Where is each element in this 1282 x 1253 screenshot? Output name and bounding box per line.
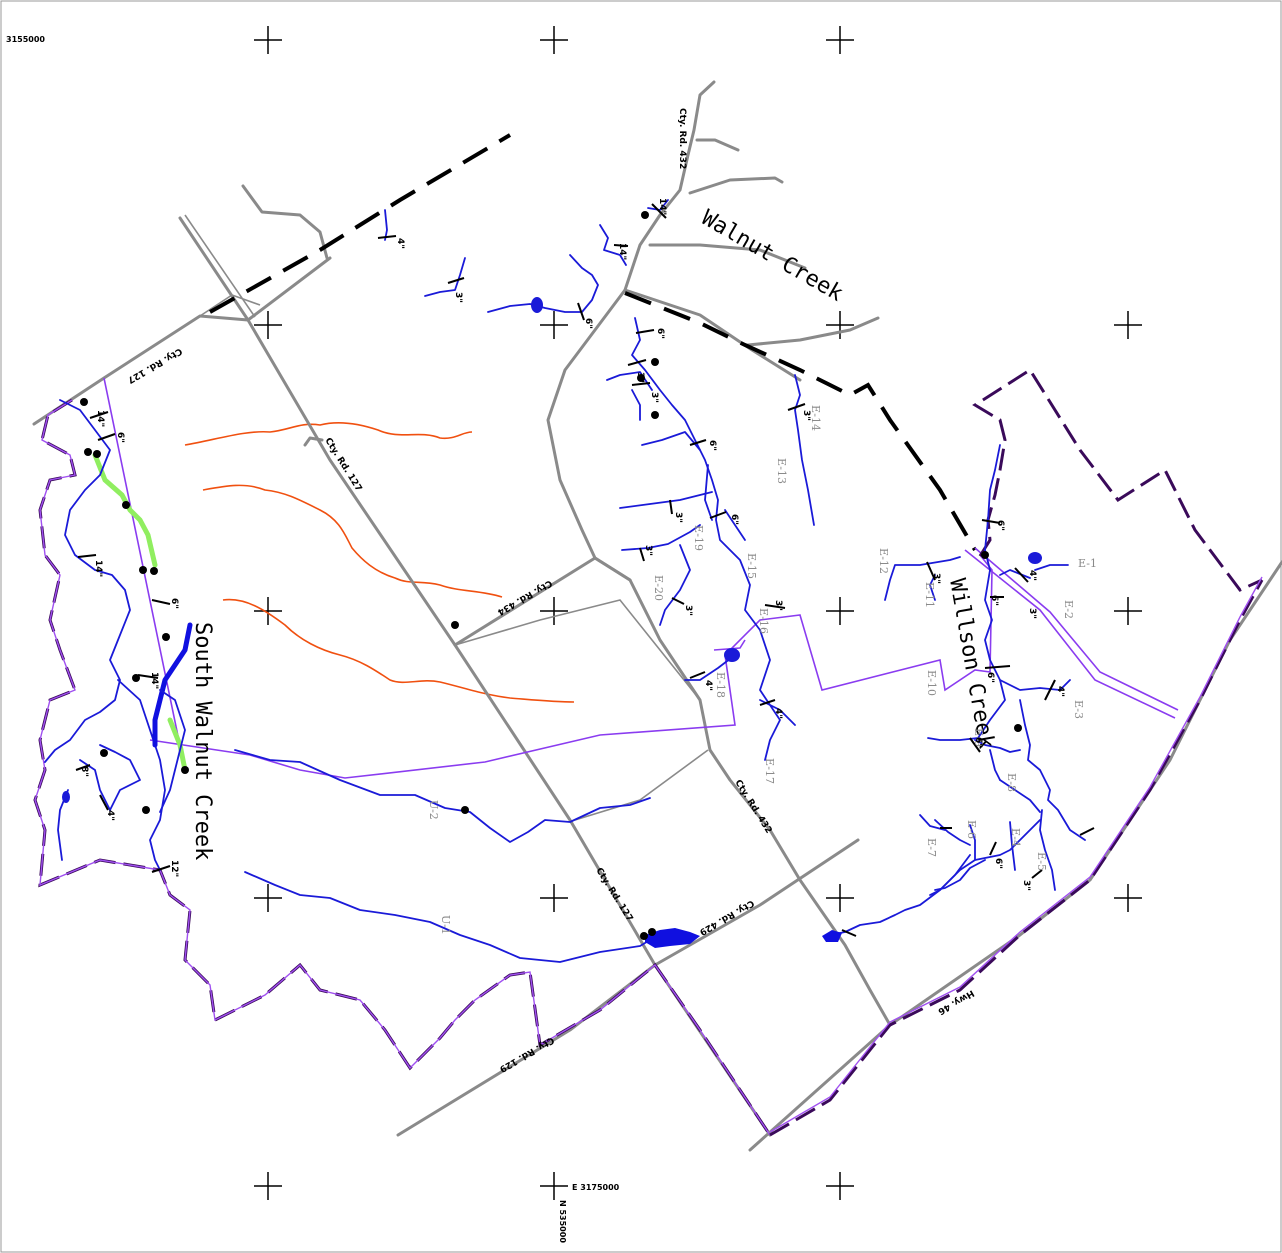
road-label-127-south: Cty. Rd. 127 (593, 866, 634, 923)
reach-label-e13: E-13 (775, 458, 788, 484)
svg-text:4": 4" (395, 238, 405, 249)
svg-text:3": 3" (801, 410, 811, 421)
svg-text:12": 12" (169, 860, 179, 877)
road-label-432-south: Cty. Rd. 432 (732, 778, 773, 835)
dashed-boundary-east (624, 291, 977, 552)
pipe-size-labels: 14" 6" 14" 6" 14" 8" 4" 12" 4" 3" 6" 14"… (79, 198, 1065, 891)
purple-lines (103, 377, 1179, 779)
svg-text:4": 4" (773, 708, 783, 719)
roads (32, 80, 1282, 1152)
dashed-boundary-north (209, 133, 512, 314)
reach-label-e12: E-12 (877, 548, 890, 574)
svg-text:14": 14" (657, 198, 667, 215)
reach-label-e6: E-6 (965, 820, 978, 839)
reach-label-e20: E-20 (652, 575, 665, 601)
svg-text:4": 4" (105, 810, 115, 821)
reach-label-e18: E-18 (714, 672, 727, 698)
svg-text:8": 8" (79, 766, 89, 777)
reach-label-u1: U-1 (439, 915, 452, 935)
walnut-creek-name: Walnut Creek (697, 206, 847, 307)
road-label-129: Cty. Rd. 129 (497, 1034, 555, 1073)
svg-text:6": 6" (995, 520, 1005, 531)
watershed-boundary-east (972, 367, 1263, 592)
reach-label-e2: E-2 (1062, 600, 1075, 619)
svg-text:4": 4" (1027, 570, 1037, 581)
reach-label-e19: E-19 (692, 525, 705, 551)
reach-label-u2: U-2 (427, 800, 440, 820)
pipe-ticks (75, 203, 1095, 937)
watershed-boundary-west (33, 398, 772, 1136)
svg-text:3": 3" (931, 573, 941, 584)
svg-text:4": 4" (703, 680, 713, 691)
road-label-127-center: Cty. Rd. 127 (322, 436, 363, 493)
reach-label-e7: E-7 (925, 838, 938, 857)
svg-text:6": 6" (655, 328, 665, 339)
svg-text:3": 3" (453, 292, 463, 303)
svg-text:14": 14" (617, 243, 627, 260)
northing-label: N 535000 (558, 1200, 567, 1243)
svg-text:6": 6" (989, 595, 999, 606)
reach-label-e8: E-8 (1005, 773, 1018, 792)
streams (44, 199, 1086, 963)
road-label-429: Cty. Rd. 429 (697, 897, 755, 936)
svg-text:3": 3" (1027, 608, 1037, 619)
svg-text:6": 6" (993, 858, 1003, 869)
reach-label-e5: E-5 (1035, 852, 1048, 871)
reach-label-e1: E-1 (1078, 557, 1097, 570)
svg-text:6": 6" (985, 672, 995, 683)
svg-text:3": 3" (1021, 880, 1031, 891)
reach-label-e4: E-4 (1009, 828, 1022, 847)
svg-text:3": 3" (643, 545, 653, 556)
reach-label-e11: E-11 (923, 582, 936, 608)
svg-text:14": 14" (149, 672, 159, 689)
reach-label-e16: E-16 (757, 608, 770, 634)
svg-text:3": 3" (683, 605, 693, 616)
road-label-127-north: Cty. Rd. 127 (125, 345, 183, 384)
reach-label-e10: E-10 (925, 670, 938, 696)
svg-text:3": 3" (649, 392, 659, 403)
svg-text:6": 6" (707, 440, 717, 451)
watershed-boundary-south-east-line (769, 576, 1263, 1133)
road-label-hwy46: Hwy. 46 (936, 987, 976, 1016)
svg-text:6": 6" (729, 514, 739, 525)
green-trail-south (167, 717, 188, 773)
control-points (80, 211, 1022, 940)
reach-label-e3: E-3 (1072, 700, 1085, 719)
svg-text:3": 3" (773, 600, 783, 611)
reach-label-e17: E-17 (763, 758, 776, 784)
svg-text:14": 14" (93, 560, 103, 577)
svg-text:6": 6" (973, 737, 983, 748)
svg-text:6": 6" (583, 318, 593, 329)
contour-lines (184, 422, 575, 703)
green-trail (92, 452, 158, 568)
reach-label-e15: E-15 (745, 553, 758, 579)
reach-label-e14: E-14 (809, 405, 822, 431)
grid-crosses (254, 26, 1142, 1200)
corner-coordinate: 3155000 (6, 35, 45, 44)
svg-text:4": 4" (1055, 686, 1065, 697)
road-label-432-north: Cty. Rd. 432 (677, 108, 687, 169)
svg-text:6": 6" (169, 598, 179, 609)
south-walnut-creek-name: South Walnut Creek (190, 622, 215, 860)
reach-label-e9: E-9 (972, 728, 985, 747)
easting-label: E 3175000 (572, 1183, 620, 1192)
svg-text:3": 3" (673, 512, 683, 523)
svg-text:6": 6" (115, 432, 125, 443)
watershed-boundary-west-line (34, 399, 771, 1136)
watershed-boundary-south-east (769, 579, 1264, 1137)
svg-text:3": 3" (635, 372, 645, 383)
ponds (62, 297, 1042, 948)
svg-text:14": 14" (95, 410, 105, 427)
